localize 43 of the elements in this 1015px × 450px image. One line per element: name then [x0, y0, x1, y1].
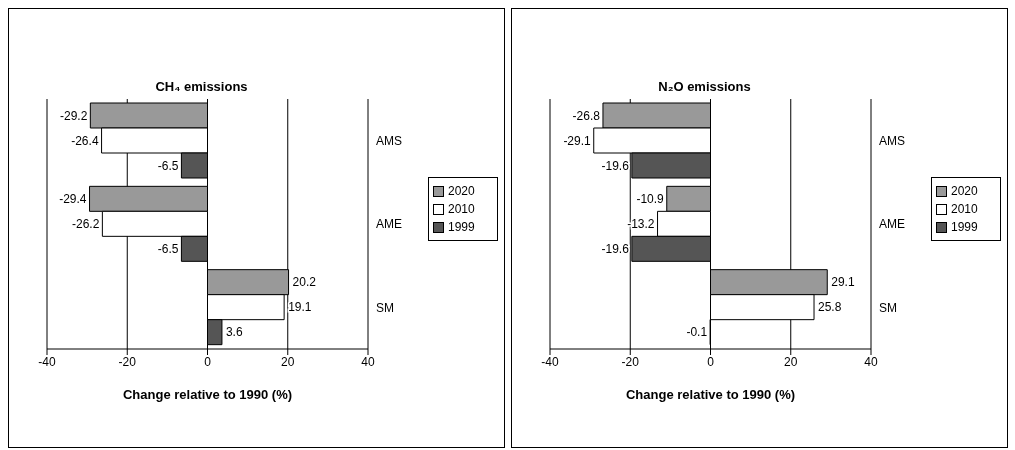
x-tick-label: 40: [361, 354, 375, 369]
data-label: -10.9: [636, 192, 665, 207]
chart-title: N₂O emissions: [657, 79, 752, 94]
x-axis-title: Change relative to 1990 (%): [122, 387, 293, 402]
x-tick-label: 0: [707, 354, 715, 369]
data-label: -29.2: [59, 108, 88, 123]
data-label: 3.6: [225, 325, 243, 340]
y-tick-label: AME: [879, 217, 906, 232]
data-label: 25.8: [818, 300, 842, 315]
data-label: -6.5: [157, 158, 179, 173]
x-tick-label: -20: [118, 354, 137, 369]
data-label: -19.6: [601, 242, 630, 257]
legend-label: 2020: [951, 183, 978, 200]
x-tick-label: 20: [784, 354, 798, 369]
data-label: -26.2: [72, 217, 100, 232]
y-tick-label: AMS: [879, 133, 906, 148]
legend-label: 2010: [951, 201, 978, 218]
x-tick-label: 40: [864, 354, 878, 369]
data-label: -0.1: [686, 325, 708, 340]
data-label: 20.2: [292, 275, 317, 290]
x-tick-label: 20: [281, 354, 295, 369]
legend-label: 1999: [448, 219, 475, 236]
chart-title: CH₄ emissions: [154, 79, 249, 94]
data-label: 19.1: [288, 300, 312, 315]
data-label: -19.6: [601, 158, 630, 173]
y-tick-label: AMS: [376, 133, 403, 148]
legend-label: 2010: [448, 201, 475, 218]
data-label: -29.4: [59, 192, 87, 207]
data-label: 29.1: [831, 275, 855, 290]
x-tick-label: -40: [38, 354, 56, 369]
data-label: -6.5: [157, 242, 179, 257]
legend-label: 2020: [448, 183, 475, 200]
data-label: -26.8: [572, 108, 601, 123]
data-label: -26.4: [71, 133, 99, 148]
legend-label: 1999: [951, 219, 978, 236]
x-tick-label: 0: [204, 354, 212, 369]
y-tick-label: SM: [376, 300, 394, 315]
y-tick-label: SM: [879, 300, 897, 315]
x-tick-label: -20: [621, 354, 640, 369]
x-axis-title: Change relative to 1990 (%): [625, 387, 796, 402]
x-tick-label: -40: [541, 354, 559, 369]
y-tick-label: AME: [376, 217, 403, 232]
data-label: -29.1: [563, 133, 592, 148]
